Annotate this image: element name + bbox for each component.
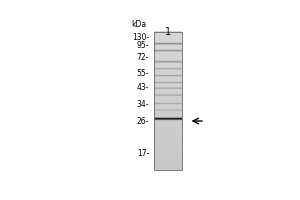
- Text: 26-: 26-: [137, 117, 149, 126]
- Bar: [154, 32, 182, 170]
- Text: 130-: 130-: [132, 33, 149, 42]
- Text: 72-: 72-: [137, 53, 149, 62]
- Text: 95-: 95-: [136, 41, 149, 50]
- Text: 1: 1: [165, 27, 171, 37]
- Text: 43-: 43-: [136, 83, 149, 92]
- Text: kDa: kDa: [132, 20, 147, 29]
- Text: 34-: 34-: [136, 100, 149, 109]
- Text: 55-: 55-: [136, 69, 149, 78]
- Text: 17-: 17-: [137, 149, 149, 158]
